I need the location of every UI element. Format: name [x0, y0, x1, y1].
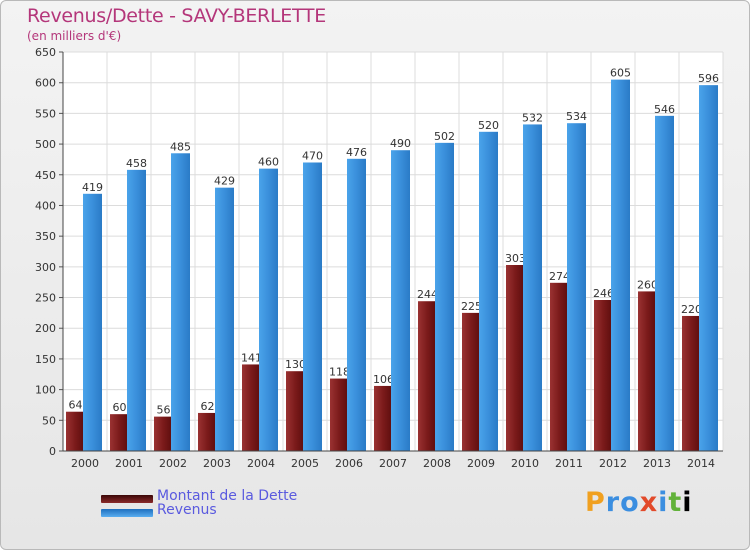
x-tick-label: 2001 [115, 457, 143, 470]
y-tick-label: 650 [35, 46, 56, 59]
bar-revenue [259, 168, 278, 451]
bar-debt [330, 378, 349, 451]
x-tick-label: 2008 [423, 457, 451, 470]
bar-revenue [127, 169, 146, 451]
data-label-debt: 64 [69, 399, 83, 412]
bar-debt [242, 364, 261, 451]
bar-revenue [435, 142, 454, 451]
data-label-revenue: 534 [566, 110, 587, 123]
data-label-debt: 220 [681, 303, 702, 316]
bar-debt [638, 291, 657, 451]
x-tick-label: 2009 [467, 457, 495, 470]
data-label-revenue: 490 [390, 137, 411, 150]
y-tick-label: 350 [35, 230, 56, 243]
bar-revenue [83, 193, 102, 451]
data-label-revenue: 520 [478, 119, 499, 132]
data-label-debt: 244 [417, 288, 438, 301]
bar-revenue [171, 153, 190, 452]
bar-revenue [215, 187, 234, 451]
bar-revenue [479, 131, 498, 452]
bar-debt [682, 315, 701, 451]
x-tick-label: 2011 [555, 457, 583, 470]
x-tick-label: 2006 [335, 457, 363, 470]
data-label-debt: 141 [241, 351, 262, 364]
y-tick-label: 550 [35, 107, 56, 120]
bar-revenue [303, 162, 322, 451]
bar-revenue [523, 124, 542, 452]
y-tick-label: 150 [35, 353, 56, 366]
bar-debt [418, 301, 437, 451]
data-label-debt: 60 [113, 401, 127, 414]
data-label-debt: 274 [549, 270, 570, 283]
data-label-revenue: 460 [258, 156, 279, 169]
chart-subtitle: (en milliers d'€) [27, 29, 122, 43]
data-label-revenue: 532 [522, 111, 543, 124]
bar-revenue [347, 158, 366, 451]
y-tick-label: 300 [35, 261, 56, 274]
data-label-debt: 303 [505, 252, 526, 265]
y-tick-label: 0 [49, 445, 56, 458]
data-label-revenue: 470 [302, 149, 323, 162]
y-tick-label: 600 [35, 77, 56, 90]
x-tick-label: 2003 [203, 457, 231, 470]
data-label-debt: 246 [593, 287, 614, 300]
bar-debt [550, 282, 569, 451]
x-tick-label: 2013 [643, 457, 671, 470]
y-tick-label: 200 [35, 322, 56, 335]
y-tick-label: 250 [35, 292, 56, 305]
bar-revenue [391, 150, 410, 451]
bar-revenue [699, 85, 718, 451]
y-tick-label: 500 [35, 138, 56, 151]
data-label-revenue: 485 [170, 140, 191, 153]
data-label-debt: 106 [373, 373, 394, 386]
bar-debt [594, 299, 613, 451]
data-label-revenue: 429 [214, 175, 235, 188]
bar-debt [154, 416, 173, 451]
legend-label-debt: Montant de la Dette [157, 488, 298, 504]
legend-swatch-debt [101, 495, 153, 503]
bar-debt [374, 385, 393, 451]
data-label-revenue: 476 [346, 146, 367, 159]
data-label-revenue: 458 [126, 157, 147, 170]
data-label-debt: 62 [201, 400, 215, 413]
data-label-revenue: 502 [434, 130, 455, 143]
data-label-revenue: 546 [654, 103, 675, 116]
x-tick-label: 2005 [291, 457, 319, 470]
bar-debt [462, 312, 481, 451]
data-label-debt: 225 [461, 300, 482, 313]
data-label-revenue: 419 [82, 181, 103, 194]
x-tick-label: 2010 [511, 457, 539, 470]
legend-swatch-revenue [101, 509, 153, 517]
x-tick-label: 2012 [599, 457, 627, 470]
chart-title: Revenus/Dette - SAVY-BERLETTE [27, 5, 326, 27]
data-label-debt: 56 [157, 404, 171, 417]
x-tick-label: 2007 [379, 457, 407, 470]
bar-debt [198, 412, 217, 451]
x-tick-label: 2014 [687, 457, 715, 470]
x-tick-label: 2000 [71, 457, 99, 470]
bar-debt [506, 265, 525, 451]
data-label-debt: 130 [285, 358, 306, 371]
data-label-revenue: 605 [610, 67, 631, 80]
bar-revenue [655, 115, 674, 451]
bar-debt [286, 371, 305, 451]
y-tick-label: 450 [35, 169, 56, 182]
bar-debt [66, 411, 85, 451]
data-label-revenue: 596 [698, 72, 719, 85]
legend-label-revenue: Revenus [157, 502, 217, 518]
y-tick-label: 400 [35, 199, 56, 212]
proxiti-logo: Proxiti [585, 487, 693, 518]
data-label-debt: 118 [329, 366, 350, 379]
bar-revenue [567, 123, 586, 452]
x-tick-label: 2004 [247, 457, 275, 470]
data-label-debt: 260 [637, 278, 658, 291]
x-tick-label: 2002 [159, 457, 187, 470]
y-tick-label: 50 [42, 414, 56, 427]
bar-debt [110, 414, 129, 451]
y-tick-label: 100 [35, 384, 56, 397]
bar-revenue [611, 79, 630, 451]
